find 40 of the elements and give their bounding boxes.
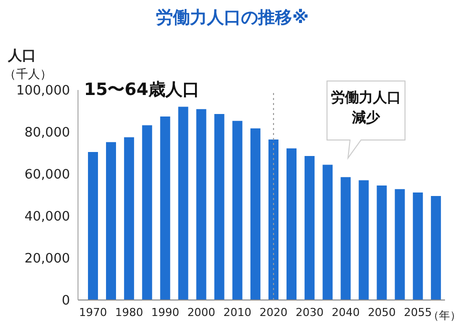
bar xyxy=(286,148,297,300)
bar xyxy=(196,109,206,300)
x-tick-label: 2040 xyxy=(332,306,360,319)
bar xyxy=(250,128,260,300)
bar xyxy=(322,164,333,300)
bar xyxy=(268,140,278,300)
x-tick-label: 1970 xyxy=(79,306,108,319)
y-tick-label: 60,000 xyxy=(24,168,70,183)
annotation: 15〜64歳人口 xyxy=(84,79,200,101)
y-tick-label: 100,000 xyxy=(16,84,70,99)
bar xyxy=(304,156,315,300)
x-tick-label: 2010 xyxy=(223,306,252,319)
bar xyxy=(142,125,152,300)
bar xyxy=(178,106,188,300)
bar xyxy=(124,137,134,300)
chart-title: 労働力人口の推移※ xyxy=(155,7,310,29)
x-tick-label: 1980 xyxy=(115,306,144,319)
y-tick-label: 80,000 xyxy=(24,126,70,141)
bar xyxy=(88,152,98,300)
bar xyxy=(376,186,387,300)
y-axis-title: 人口 xyxy=(8,47,36,66)
y-tick-label: 0 xyxy=(62,294,70,309)
bar xyxy=(214,114,224,300)
x-tick-label: 2000 xyxy=(187,306,216,319)
y-tick-label: 20,000 xyxy=(24,252,70,267)
x-tick-label: 2030 xyxy=(296,306,324,319)
x-tick-label: 1990 xyxy=(151,306,180,319)
bar xyxy=(394,189,405,300)
bar xyxy=(412,192,423,300)
bar xyxy=(106,142,116,300)
bar xyxy=(160,116,170,300)
annotation: 労働力人口減少 xyxy=(330,89,402,128)
x-tick-label: 2020 xyxy=(260,306,288,319)
bar xyxy=(358,180,369,300)
text: （千人） xyxy=(4,66,52,83)
x-tick-label: 2050 xyxy=(368,306,396,319)
y-tick-label: 40,000 xyxy=(24,210,70,225)
bar xyxy=(430,196,441,300)
bar xyxy=(232,120,242,300)
bar xyxy=(340,177,351,300)
